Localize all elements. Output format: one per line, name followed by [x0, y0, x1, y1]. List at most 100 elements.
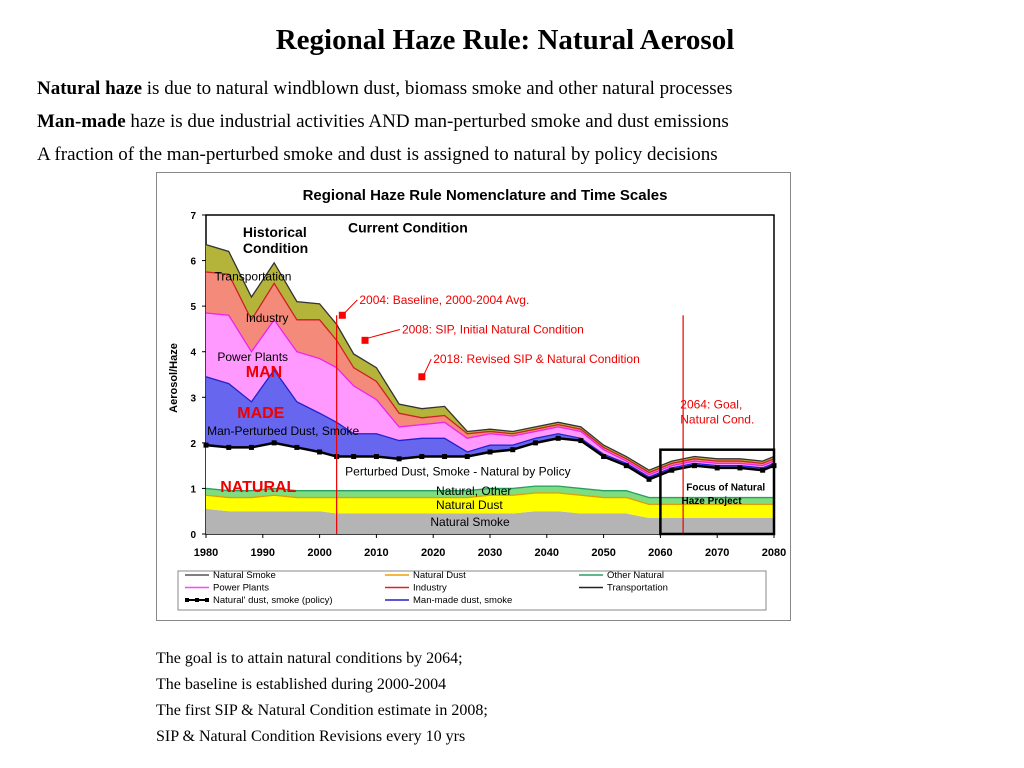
x-tick-label: 1980	[194, 547, 218, 559]
policy-point	[532, 440, 538, 446]
policy-point	[419, 454, 425, 460]
policy-point	[248, 444, 254, 450]
annotation-current: Current Condition	[348, 219, 468, 235]
y-tick-label: 3	[190, 393, 196, 404]
annotation-natural-dust: Natural Dust	[436, 498, 503, 512]
y-tick-label: 4	[190, 348, 196, 359]
policy-point	[464, 454, 470, 460]
intro-line-man-made: Man-made haze is due industrial activiti…	[37, 111, 729, 132]
milestone-label-2008: 2008: SIP, Initial Natural Condition	[402, 322, 584, 336]
milestone-label-2004: 2004: Baseline, 2000-2004 Avg.	[359, 293, 529, 307]
x-tick-label: 2050	[591, 547, 615, 559]
policy-point	[601, 454, 607, 460]
policy-point	[510, 447, 516, 453]
note-first-sip: The first SIP & Natural Condition estima…	[156, 702, 488, 719]
note-revisions: SIP & Natural Condition Revisions every …	[156, 728, 466, 745]
policy-point	[578, 438, 584, 444]
annotation-natural-smoke: Natural Smoke	[430, 515, 510, 529]
x-tick-label: 2080	[762, 547, 786, 559]
milestone-label-2018: 2018: Revised SIP & Natural Condition	[433, 352, 640, 366]
legend-label-natural-dust-smoke-policy: Natural' dust, smoke (policy)	[213, 595, 333, 606]
line-natural-dust	[205, 492, 774, 506]
x-tick-label: 2040	[535, 547, 559, 559]
x-tick-label: 2060	[648, 547, 672, 559]
note-baseline: The baseline is established during 2000-…	[156, 676, 447, 693]
y-tick-label: 0	[190, 530, 196, 541]
milestone-marker-2004	[338, 311, 346, 319]
y-tick-label: 6	[190, 257, 196, 268]
goal-label-line-2: Natural Cond.	[680, 412, 754, 426]
line-power-plants	[205, 312, 775, 476]
annotation-transportation: Transportation	[215, 270, 292, 284]
line-other-natural	[205, 485, 774, 499]
annotation-man-perturbed: Man-Perturbed Dust, Smoke	[207, 424, 359, 438]
legend-label-natural-smoke: Natural Smoke	[213, 570, 276, 581]
haze-chart: Regional Haze Rule Nomenclature and Time…	[168, 187, 786, 611]
line-man-made-dust-smoke	[205, 368, 775, 478]
legend-label-other-natural: Other Natural	[607, 570, 664, 581]
x-tick-label: 1990	[251, 547, 275, 559]
x-tick-label: 2000	[307, 547, 331, 559]
x-tick-label: 2030	[478, 547, 502, 559]
policy-point	[317, 449, 323, 455]
annotation-industry: Industry	[246, 311, 289, 325]
legend-label-transportation: Transportation	[607, 583, 668, 594]
legend-box	[177, 570, 767, 611]
focus-label-line-1: Focus of Natural	[686, 483, 765, 494]
milestone-marker-2008	[361, 336, 369, 344]
focus-label-line-2: Haze Project	[682, 496, 743, 507]
policy-point	[351, 454, 357, 460]
annotation-man: MAN	[246, 364, 282, 381]
x-tick-label: 2020	[421, 547, 445, 559]
annotation-historical-1: Historical	[243, 224, 307, 240]
policy-point	[623, 463, 629, 469]
policy-point	[271, 440, 277, 446]
x-tick-label: 2070	[705, 547, 729, 559]
area-natural-smoke	[206, 508, 774, 534]
annotation-natural-other: Natural, Other	[436, 484, 511, 498]
legend-label-natural-dust: Natural Dust	[413, 570, 466, 581]
goal-label-line-1: 2064: Goal,	[680, 398, 742, 412]
area-natural-dust	[206, 492, 774, 519]
area-power-plants	[206, 312, 774, 478]
note-goal: The goal is to attain natural conditions…	[156, 650, 463, 667]
intro-line-natural-haze: Natural haze is due to natural windblown…	[37, 78, 733, 99]
legend-label-man-made-dust-smoke: Man-made dust, smoke	[413, 595, 512, 606]
annotation-made: MADE	[237, 405, 284, 422]
y-tick-label: 2	[190, 439, 196, 450]
slide-title: Regional Haze Rule: Natural Aerosol	[275, 24, 735, 56]
policy-point	[203, 442, 209, 448]
policy-point	[555, 435, 561, 441]
annotation-natural: NATURAL	[220, 479, 296, 496]
y-axis-label: Aerosol/Haze	[168, 343, 180, 413]
policy-point	[442, 454, 448, 460]
y-tick-label: 1	[190, 484, 196, 495]
policy-point	[226, 444, 232, 450]
policy-point	[373, 454, 379, 460]
annotation-power-plants: Power Plants	[217, 350, 288, 364]
y-tick-label: 5	[190, 302, 196, 313]
policy-point	[396, 456, 402, 462]
policy-point	[714, 465, 720, 471]
area-man-made-dust-smoke	[206, 369, 774, 480]
chart-title: Regional Haze Rule Nomenclature and Time…	[303, 187, 668, 204]
legend-marker	[205, 598, 209, 602]
policy-point	[487, 449, 493, 455]
y-tick-label: 7	[190, 211, 196, 222]
policy-point	[669, 467, 675, 473]
policy-point	[737, 465, 743, 471]
notes-list: The goal is to attain natural conditions…	[156, 646, 488, 750]
policy-point	[691, 463, 697, 469]
legend-label-industry: Industry	[413, 583, 447, 594]
x-tick-label: 2010	[364, 547, 388, 559]
milestone-pointer-2008	[366, 329, 401, 339]
policy-point	[760, 467, 766, 473]
line-transportation	[205, 243, 775, 471]
area-natural-dust-smoke-policy	[206, 438, 774, 498]
legend-marker	[185, 598, 189, 602]
legend-label-power-plants: Power Plants	[213, 583, 269, 594]
haze-chart-figure: Regional Haze Rule Nomenclature and Time…	[156, 172, 791, 621]
legend-marker	[195, 598, 199, 602]
policy-point	[646, 476, 652, 482]
intro-line-policy: A fraction of the man-perturbed smoke an…	[37, 144, 718, 165]
